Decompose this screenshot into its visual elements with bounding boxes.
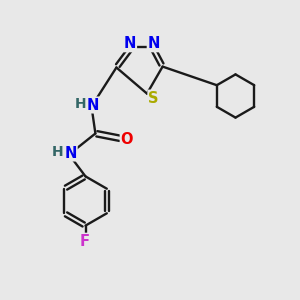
Text: N: N xyxy=(124,36,136,51)
Text: N: N xyxy=(64,146,77,160)
Text: N: N xyxy=(87,98,99,112)
Text: S: S xyxy=(148,91,159,106)
Text: H: H xyxy=(74,97,86,111)
Text: O: O xyxy=(121,132,133,147)
Text: H: H xyxy=(52,145,63,159)
Text: F: F xyxy=(80,234,90,249)
Text: N: N xyxy=(148,36,160,51)
